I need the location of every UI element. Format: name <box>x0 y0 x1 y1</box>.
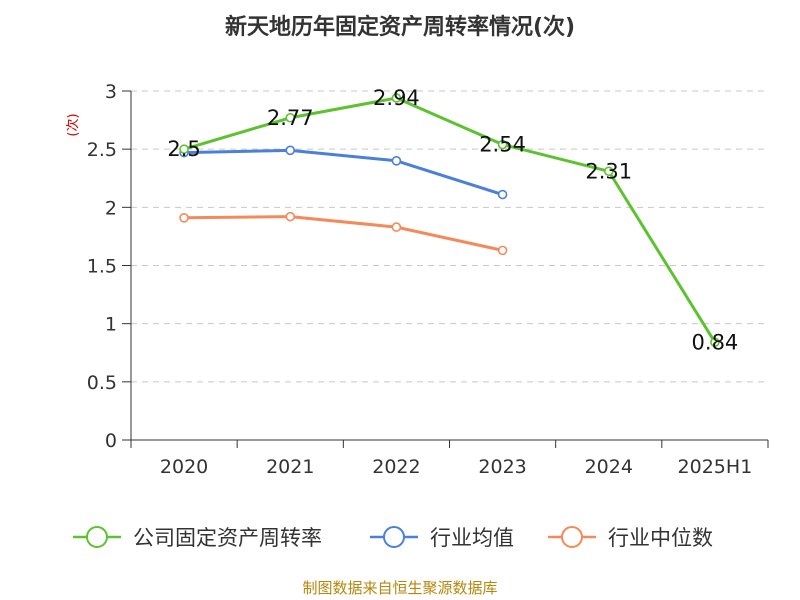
data-point <box>710 337 720 348</box>
data-label: 2.54 <box>479 133 526 157</box>
data-point <box>285 211 296 222</box>
data-label: 0.84 <box>692 330 739 354</box>
data-label: 2.77 <box>267 106 314 130</box>
x-tick-label: 2021 <box>266 456 314 478</box>
x-tick-label: 2020 <box>160 456 208 478</box>
data-labels: 2.5 2.77 2.94 2.54 2.31 0.84 <box>167 86 738 354</box>
legend-label: 公司固定资产周转率 <box>133 526 322 550</box>
data-point <box>497 139 508 150</box>
chart-title: 新天地历年固定资产周转率情况(次) <box>225 14 575 40</box>
data-point <box>179 144 189 154</box>
x-tick-label: 2025H1 <box>678 456 753 478</box>
x-tick-label: 2022 <box>372 456 420 478</box>
x-tick-label: 2023 <box>478 456 526 478</box>
y-tick-label: 0 <box>105 430 117 452</box>
data-point <box>391 93 402 103</box>
series-lines <box>179 93 720 348</box>
axes: 0 0.5 1 1.5 2 2.5 3 2020 2021 2022 2023 2024 2025H1 <box>87 81 769 478</box>
series-line <box>184 215 503 252</box>
y-axis-label: (次) <box>65 113 81 136</box>
y-tick-label: 1 <box>105 314 117 336</box>
data-point <box>285 145 296 156</box>
legend-marker <box>561 526 583 548</box>
data-point <box>285 112 296 123</box>
series-line <box>183 96 717 344</box>
data-label: 2.31 <box>585 159 632 183</box>
legend-label: 行业均值 <box>430 526 514 550</box>
series-line <box>184 148 504 196</box>
legend: 公司固定资产周转率 行业均值 行业中位数 <box>73 526 713 550</box>
data-label: 2.94 <box>373 86 420 110</box>
y-tick-label: 3 <box>105 81 117 103</box>
y-tick-label: 1.5 <box>87 256 117 278</box>
y-tick-label: 2 <box>105 197 117 219</box>
data-point <box>497 189 508 200</box>
legend-marker <box>383 526 405 548</box>
legend-label: 行业中位数 <box>608 526 713 550</box>
data-label: 2.5 <box>167 137 200 161</box>
data-point <box>603 166 614 177</box>
gridlines <box>131 90 768 383</box>
y-tick-label: 2.5 <box>87 139 117 161</box>
x-tick-label: 2024 <box>585 456 633 478</box>
source-note: 制图数据来自恒生聚源数据库 <box>302 579 497 597</box>
data-point <box>497 245 508 256</box>
legend-marker <box>86 526 108 548</box>
y-tick-label: 0.5 <box>87 372 117 394</box>
data-point <box>179 213 189 223</box>
data-point <box>391 222 402 232</box>
data-point <box>391 156 402 166</box>
